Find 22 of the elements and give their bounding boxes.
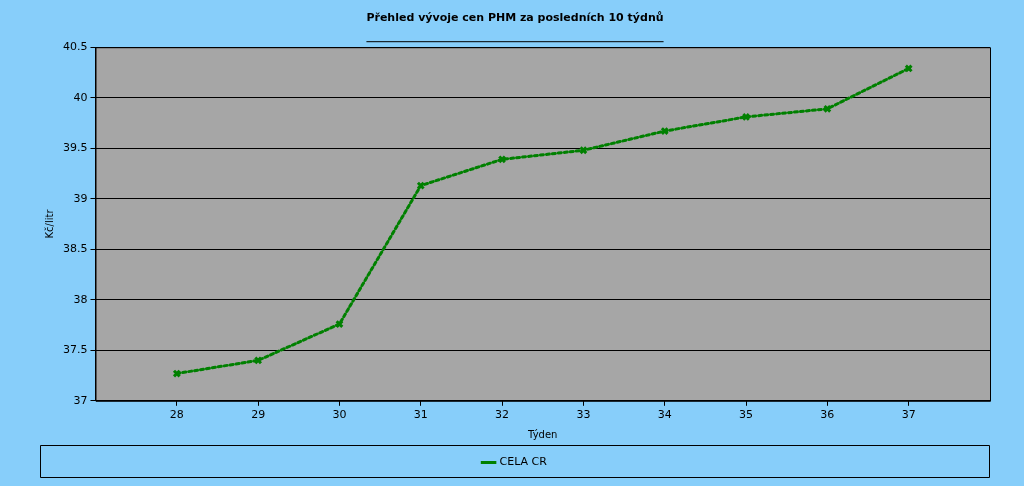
y-tick-label: 38	[73, 292, 88, 306]
x-tick-label: 37	[901, 408, 916, 422]
x-tick-label: 30	[332, 408, 347, 422]
x-tick-label: 34	[657, 408, 672, 422]
y-tick-label: 40	[73, 90, 88, 104]
x-tick-label: 31	[413, 408, 428, 422]
x-tick-label: 32	[495, 408, 510, 422]
x-tick-label: 36	[820, 408, 835, 422]
y-tick-label: 38.5	[62, 242, 88, 256]
x-axis-title: Týden	[527, 428, 558, 440]
x-tick-label: 28	[169, 408, 184, 422]
x-tick-label: 29	[251, 408, 266, 422]
chart-title: Přehled vývoje cen PHM za posledních 10 týdnů	[366, 11, 664, 25]
y-tick-label: 39.5	[62, 141, 88, 155]
y-axis-title: Kč/litr	[43, 208, 55, 239]
y-tick-label: 37.5	[62, 343, 88, 357]
y-tick-label: 39	[73, 191, 88, 205]
legend-label: CELA CR	[499, 455, 548, 469]
y-tick-label: 40.5	[62, 40, 88, 54]
x-tick-label: 35	[739, 408, 754, 422]
x-tick-label: 33	[576, 408, 591, 422]
y-tick-label: 37	[73, 393, 88, 407]
